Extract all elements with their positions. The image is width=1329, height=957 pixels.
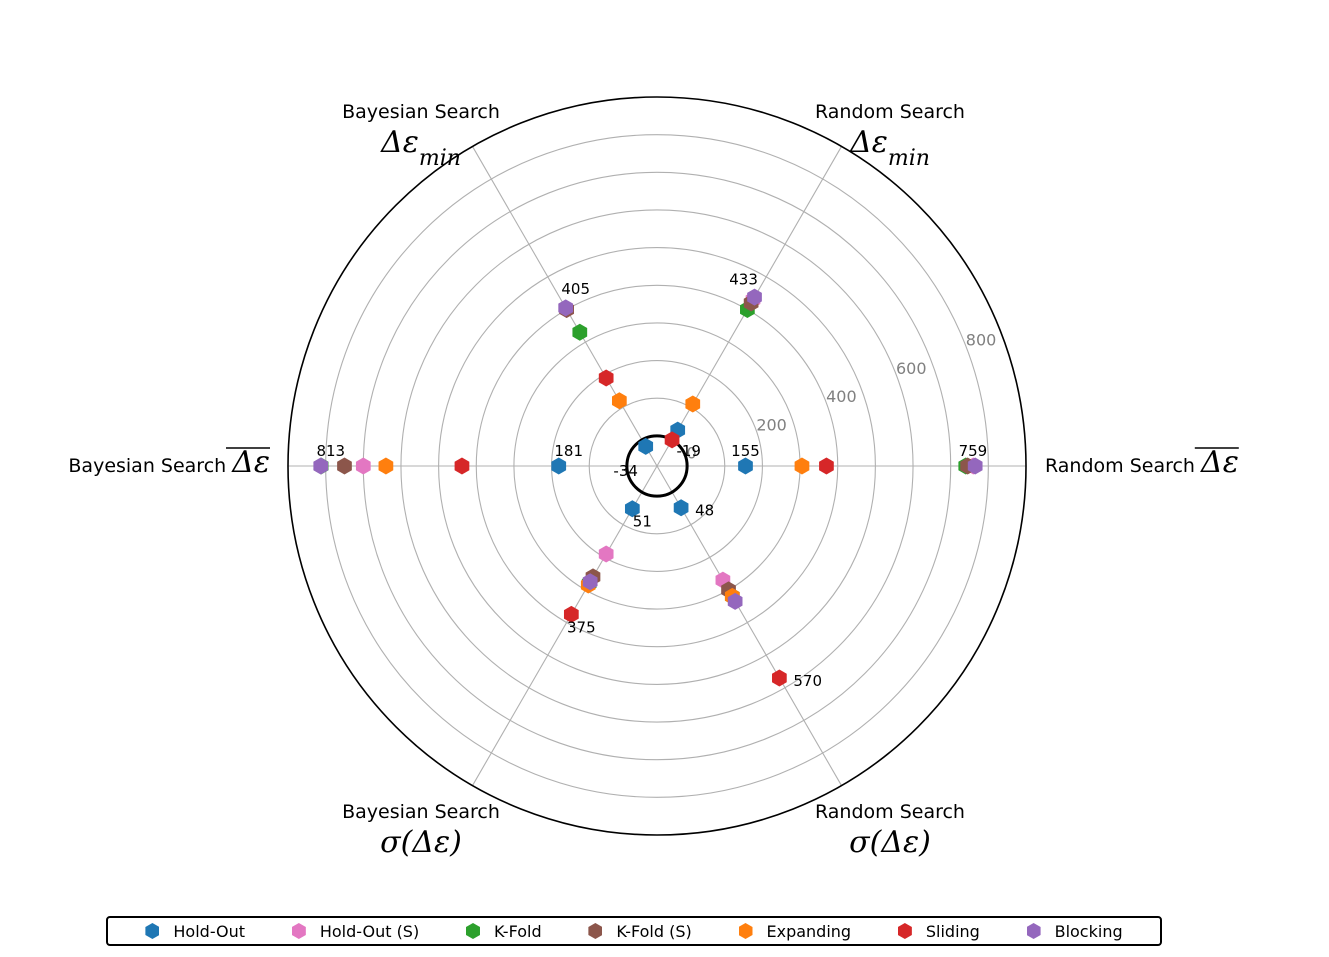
axis-label-title: Bayesian Search [342,801,500,823]
legend-item-k-fold-s: K-Fold (S) [588,921,692,941]
data-point-blocking [558,299,574,317]
legend: Hold-Out Hold-Out (S) K-Fold K-Fold (S) Expa… [106,916,1162,946]
axis-spoke [656,465,842,786]
data-point-k-fold [572,323,588,341]
axis-label-math: σ(Δε) [849,825,931,860]
point-value-label: 570 [793,672,822,690]
legend-marker-hexagon-icon [291,923,306,939]
point-value-label: 155 [731,442,760,460]
data-point-hold-out [551,457,567,475]
axis-label-title: Random Search Δε [1045,445,1239,480]
data-point-hold-out-s [598,545,614,563]
data-point-sliding [819,457,834,475]
point-value-label: 375 [567,618,596,636]
axis-label-rs_mean: Random Search Δε [1045,445,1239,480]
point-value-label: 433 [729,271,758,289]
data-point-sliding [664,431,680,449]
data-point-sliding [454,457,470,475]
point-value-label: 405 [561,280,590,298]
zero-circle [625,434,689,498]
radial-tick-label: 600 [896,359,927,378]
data-point-hold-out [673,499,689,517]
data-points [313,288,983,687]
data-point-hold-out-s [355,457,371,475]
radial-tick-label: 800 [966,331,997,350]
data-point-sliding [563,605,579,623]
legend-item-k-fold: K-Fold [465,921,542,941]
outer-circle [287,96,1027,836]
axis-label-math: Δεmin [380,125,461,171]
point-value-label: 181 [554,442,583,460]
radial-tick-label: 400 [826,387,857,406]
legend-item-hold-out: Hold-Out [145,922,245,941]
point-value-label: 813 [316,442,345,460]
data-point-expanding [685,395,701,413]
point-value-label: 51 [633,513,652,531]
axis-label-title: Bayesian Search [342,101,500,123]
data-point-expanding [378,457,394,475]
axis-spokes [288,146,1026,786]
radial-tick-label: 0 [686,443,696,462]
point-value-label: -19 [676,442,701,460]
axis-spoke [472,465,658,786]
axis-label-math: Δεmin [849,125,930,171]
point-value-label: -34 [613,462,638,480]
data-point-blocking [582,573,598,591]
axis-label-bs_mean: Bayesian Search Δε [68,445,270,480]
point-value-label: 48 [695,502,714,520]
legend-label: Hold-Out (S) [319,921,420,941]
legend-label: K-Fold [493,921,542,941]
point-labels: 155 759 433 -19 405 813 181 -34 51 375 48 570 [316,271,987,690]
legend-marker-hexagon-icon [1026,923,1041,939]
axis-label-title: Random Search [815,801,965,823]
axis-label-title: Random Search [815,101,965,123]
zero-reference-circle [625,434,689,498]
legend-item-expanding: Expanding [738,921,852,941]
data-point-blocking [727,592,743,610]
data-point-hold-out [638,437,654,455]
data-point-k-fold-s [337,457,352,475]
data-point-blocking [967,457,983,475]
radial-tick-labels: 0 200 400 600 800 [686,331,996,463]
legend-label: Sliding [925,921,980,941]
legend-marker-hexagon-icon [738,923,753,939]
legend-item-hold-out-s: Hold-Out (S) [291,921,420,941]
point-value-label: 759 [959,442,988,460]
data-point-expanding [611,392,627,410]
axis-label-subscript: min [888,146,930,171]
outer-frame [287,96,1027,836]
axis-label-math: σ(Δε) [380,825,462,860]
axis-label-subscript: min [419,146,461,171]
radial-tick-label: 200 [756,415,787,434]
axis-label-title: Bayesian Search Δε [68,445,270,480]
legend-marker-hexagon-icon [465,923,480,939]
legend-label: Blocking [1054,921,1123,941]
legend-marker-hexagon-icon [145,923,160,939]
legend-marker-hexagon-icon [588,923,603,939]
data-point-sliding [772,669,787,687]
legend-item-sliding: Sliding [897,921,980,941]
data-point-sliding [598,369,614,387]
legend-item-blocking: Blocking [1026,921,1123,941]
legend-label: Hold-Out [173,921,246,941]
data-point-blocking [747,288,762,306]
legend-label: Expanding [766,921,852,941]
legend-marker-hexagon-icon [897,923,912,939]
data-point-blocking [313,457,329,475]
data-point-hold-out [624,500,640,518]
data-point-hold-out [738,457,753,475]
axis-label-math: Δε [231,445,270,480]
legend-label: K-Fold (S) [616,921,692,941]
axis-label-math: Δε [1200,445,1239,480]
data-point-expanding [794,457,810,475]
